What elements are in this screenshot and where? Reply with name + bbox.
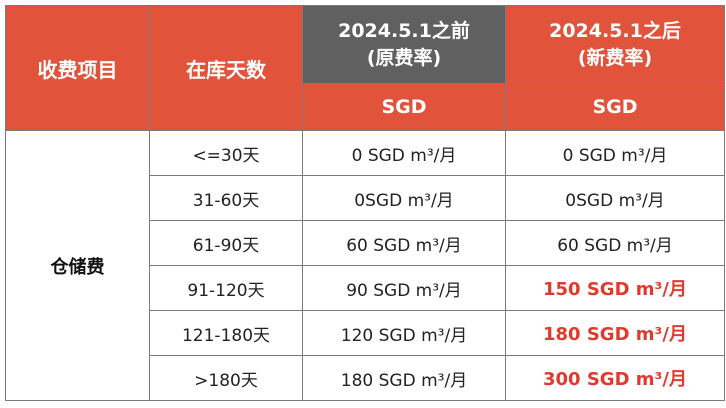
header-row: 收费项目 在库天数 2024.5.1之前 (原费率) 2024.5.1之后 (新… (5, 5, 725, 131)
new-unit-header: SGD (505, 83, 725, 131)
table-row: 91-120天 90 SGD m³/月 150 SGD m³/月 (6, 265, 725, 311)
new-rate-date: 2024.5.1之后 (549, 19, 681, 42)
old-rate-value: 0 SGD m³/月 (302, 130, 506, 176)
new-rate-value-increased: 180 SGD m³/月 (505, 310, 725, 356)
table-row: 仓储费 <=30天 0 SGD m³/月 0 SGD m³/月 (5, 130, 725, 401)
new-rate-header: 2024.5.1之后 (新费率) (505, 5, 725, 84)
unit-row: SGD SGD (6, 83, 725, 131)
old-unit-header: SGD (302, 83, 506, 131)
days-in-storage-header: 在库天数 (149, 5, 303, 131)
fee-item-header: 收费项目 (5, 5, 150, 131)
old-rate-date: 2024.5.1之前 (338, 19, 470, 42)
old-rate-value: 120 SGD m³/月 (302, 310, 506, 356)
old-rate-value: 180 SGD m³/月 (302, 355, 506, 401)
table-row: 121-180天 120 SGD m³/月 180 SGD m³/月 (6, 310, 725, 356)
new-rate-value-increased: 300 SGD m³/月 (505, 355, 725, 401)
days-range: >180天 (149, 355, 303, 401)
days-range: 61-90天 (149, 220, 303, 266)
new-rate-value: 0 SGD m³/月 (505, 130, 725, 176)
new-rate-value: 60 SGD m³/月 (505, 220, 725, 266)
fee-category: 仓储费 (5, 130, 150, 401)
old-rate-value: 90 SGD m³/月 (302, 265, 506, 311)
days-range: 121-180天 (149, 310, 303, 356)
old-rate-note: (原费率) (366, 46, 442, 69)
old-rate-value: 0SGD m³/月 (302, 175, 506, 221)
new-rate-note: (新费率) (577, 46, 653, 69)
new-rate-value: 0SGD m³/月 (505, 175, 725, 221)
table-row: >180天 180 SGD m³/月 300 SGD m³/月 (6, 355, 725, 401)
old-rate-header: 2024.5.1之前 (原费率) (302, 5, 506, 84)
storage-fee-table: 收费项目 在库天数 2024.5.1之前 (原费率) 2024.5.1之后 (新… (5, 5, 725, 401)
days-range: 31-60天 (149, 175, 303, 221)
old-rate-value: 60 SGD m³/月 (302, 220, 506, 266)
days-range: 91-120天 (149, 265, 303, 311)
table-row: 31-60天 0SGD m³/月 0SGD m³/月 (6, 175, 725, 221)
new-rate-value-increased: 150 SGD m³/月 (505, 265, 725, 311)
table-row: 61-90天 60 SGD m³/月 60 SGD m³/月 (6, 220, 725, 266)
days-range: <=30天 (149, 130, 303, 176)
